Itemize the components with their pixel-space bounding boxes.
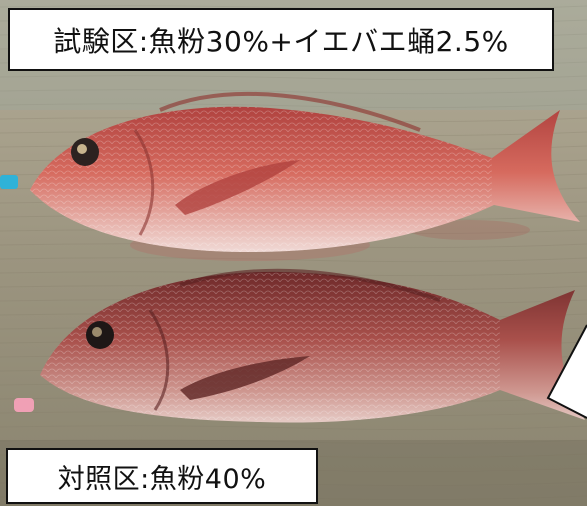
test-group-label: 試験区:魚粉30%+イエバエ蛹2.5% <box>8 8 554 71</box>
control-group-label: 対照区:魚粉40% <box>6 448 318 504</box>
fish-top-shape <box>0 91 580 252</box>
fish-bottom-shape <box>14 268 585 423</box>
